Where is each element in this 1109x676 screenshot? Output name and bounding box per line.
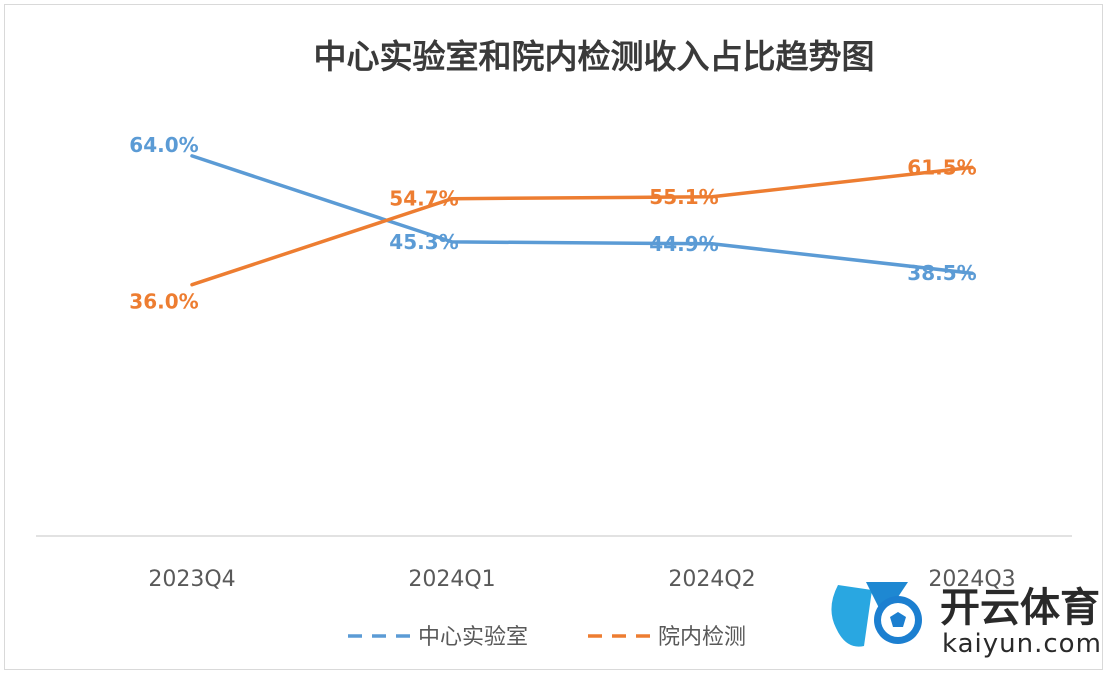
chart-title: 中心实验室和院内检测收入占比趋势图 bbox=[314, 37, 875, 76]
data-label: 61.5% bbox=[907, 155, 976, 179]
data-labels: 64.0% 45.3% 44.9% 38.5% 36.0% 54.7% 55.1% 61.5% bbox=[129, 133, 976, 314]
data-label: 38.5% bbox=[907, 261, 976, 285]
kaiyun-logo-icon bbox=[831, 582, 922, 647]
watermark-text-cn: 开云体育 bbox=[940, 585, 1100, 631]
x-tick-label: 2024Q1 bbox=[408, 567, 495, 592]
legend-label: 院内检测 bbox=[658, 625, 746, 650]
data-label: 45.3% bbox=[389, 230, 458, 254]
data-label: 36.0% bbox=[129, 290, 198, 314]
watermark-text-en: kaiyun.com bbox=[942, 629, 1102, 659]
legend: 中心实验室 院内检测 bbox=[348, 625, 746, 650]
x-tick-label: 2024Q3 bbox=[928, 567, 1015, 592]
x-tick-label: 2023Q4 bbox=[148, 567, 235, 592]
series-layer bbox=[190, 154, 974, 287]
data-label: 55.1% bbox=[649, 185, 718, 209]
chart-frame bbox=[4, 4, 1103, 670]
data-label: 64.0% bbox=[129, 133, 198, 157]
data-label: 44.9% bbox=[649, 232, 718, 256]
legend-label: 中心实验室 bbox=[418, 625, 528, 650]
x-tick-label: 2024Q2 bbox=[668, 567, 755, 592]
watermark: 开云体育 kaiyun.com bbox=[831, 582, 1101, 659]
series-line bbox=[190, 165, 974, 287]
data-label: 54.7% bbox=[389, 187, 458, 211]
x-axis-ticks: 2023Q4 2024Q1 2024Q2 2024Q3 bbox=[148, 567, 1015, 592]
series-line bbox=[190, 154, 974, 275]
